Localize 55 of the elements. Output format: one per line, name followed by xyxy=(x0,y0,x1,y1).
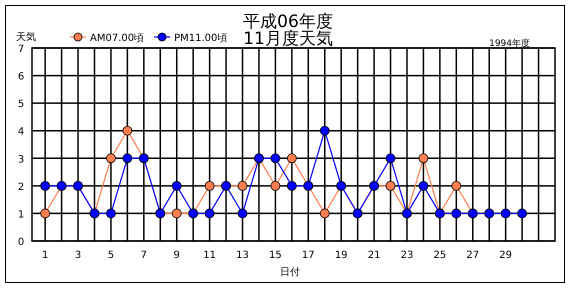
point xyxy=(320,126,330,136)
point xyxy=(500,208,511,218)
point xyxy=(451,180,462,191)
point xyxy=(286,180,297,191)
point xyxy=(40,180,50,191)
point xyxy=(106,153,116,164)
point xyxy=(270,180,280,191)
x-tick-label: 1 xyxy=(42,250,48,261)
x-tick-label: 7 xyxy=(140,250,148,261)
y-tick-label: 3 xyxy=(18,154,24,166)
point xyxy=(286,153,297,164)
x-tick-label: 19 xyxy=(334,250,348,261)
legend-label: PM11.00頃 xyxy=(174,33,228,44)
y-tick-label: 6 xyxy=(18,72,24,83)
x-tick-label: 27 xyxy=(466,250,480,261)
y-tick-label: 0 xyxy=(18,237,24,248)
x-tick-label: 17 xyxy=(302,250,315,261)
point xyxy=(204,180,215,191)
y-tick-label: 1 xyxy=(18,209,24,220)
y-axis-title: 天気 xyxy=(16,32,36,43)
x-tick-label: 9 xyxy=(174,250,180,261)
x-tick-label: 15 xyxy=(269,250,282,261)
point xyxy=(270,153,280,164)
y-tick-label: 5 xyxy=(18,99,24,110)
x-tick-label: 3 xyxy=(74,250,82,261)
x-tick-label: 23 xyxy=(400,250,414,261)
point xyxy=(386,180,396,191)
x-tick-label: 5 xyxy=(108,250,114,261)
point xyxy=(122,126,132,136)
point xyxy=(172,208,182,218)
point xyxy=(451,208,462,218)
point xyxy=(172,180,182,191)
x-tick-label: 29 xyxy=(499,250,512,261)
x-tick-label: 25 xyxy=(434,250,446,261)
point xyxy=(204,208,215,218)
legend-label: AM07.00頃 xyxy=(90,33,144,44)
point xyxy=(40,208,50,218)
point xyxy=(517,208,528,218)
point xyxy=(238,208,248,218)
point xyxy=(418,180,428,191)
point xyxy=(320,208,330,218)
point xyxy=(238,180,248,191)
chart-title: 平成06年度 11月度天気 xyxy=(243,12,333,49)
x-tick-label: 11 xyxy=(203,250,216,261)
x-tick-label: 21 xyxy=(368,250,380,261)
x-axis-title: 日付 xyxy=(280,267,300,278)
point xyxy=(122,153,132,164)
y-tick-label: 2 xyxy=(18,182,24,193)
annotation: 1994年度 xyxy=(489,38,530,49)
x-tick-label: 13 xyxy=(236,250,249,261)
y-tick-label: 4 xyxy=(18,126,24,138)
point xyxy=(106,208,116,218)
y-tick-label: 7 xyxy=(18,44,24,55)
point xyxy=(418,153,428,164)
point xyxy=(386,153,396,164)
